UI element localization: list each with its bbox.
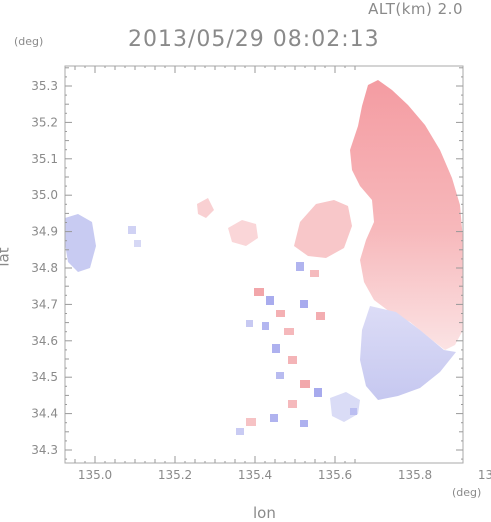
y-tick-label: 34.9	[31, 225, 58, 239]
approaching-echo-south	[330, 392, 360, 422]
axis-tick-labels: 135.0 135.2 135.4 135.6 135.8 136.0 35.3 35.2 35…	[31, 79, 491, 482]
axis-ticks	[65, 66, 463, 463]
x-axis-label: lon	[253, 504, 276, 522]
altitude-label: ALT(km) 2.0	[368, 0, 463, 18]
y-tick-label: 34.8	[31, 261, 58, 275]
y-tick-label: 34.6	[31, 334, 58, 348]
x-axis-unit: (deg)	[452, 486, 482, 499]
y-tick-label: 34.5	[31, 370, 58, 384]
x-tick-label: 135.0	[78, 468, 112, 482]
y-tick-label: 34.7	[31, 297, 58, 311]
x-tick-label: 135.8	[398, 468, 432, 482]
receding-echo-spot	[197, 198, 214, 218]
receding-echo-north	[294, 200, 352, 258]
approaching-echo-region	[360, 306, 456, 400]
radar-echo-field	[65, 80, 463, 435]
x-tick-label: 135.2	[158, 468, 192, 482]
x-tick-label: 136.0	[478, 468, 491, 482]
receding-echo-small	[228, 220, 258, 246]
timestamp-title: 2013/05/29 08:02:13	[128, 27, 380, 52]
convective-speckle	[128, 226, 357, 435]
y-axis-unit: (deg)	[14, 35, 44, 48]
y-tick-label: 35.0	[31, 188, 58, 202]
y-tick-label: 34.4	[31, 407, 58, 421]
y-tick-label: 35.1	[31, 152, 58, 166]
y-tick-label: 35.2	[31, 115, 58, 129]
plot-frame	[64, 65, 464, 464]
approaching-echo-west	[65, 214, 96, 272]
x-tick-label: 135.4	[238, 468, 272, 482]
y-tick-label: 34.3	[31, 443, 58, 457]
receding-echo-region	[350, 80, 463, 350]
y-tick-label: 35.3	[31, 79, 58, 93]
x-tick-label: 135.6	[318, 468, 352, 482]
